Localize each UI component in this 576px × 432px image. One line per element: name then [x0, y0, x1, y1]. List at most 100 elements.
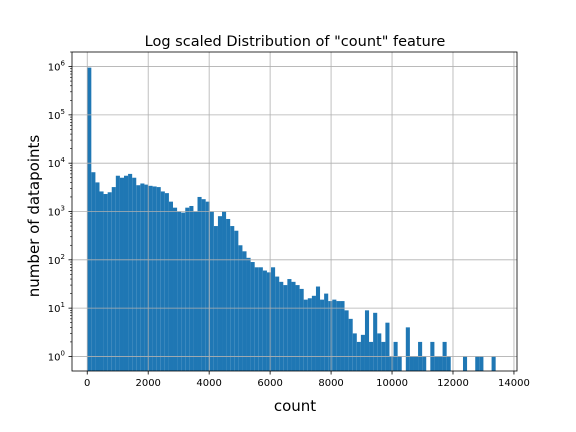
histogram-bar	[242, 251, 247, 371]
histogram-bar	[193, 211, 198, 371]
histogram-bar	[160, 191, 165, 371]
histogram-bar	[409, 356, 414, 371]
histogram-bar	[144, 184, 149, 371]
histogram-bar	[446, 356, 451, 371]
histogram-bar	[124, 175, 129, 371]
histogram-bar	[128, 173, 133, 371]
histogram-bar	[324, 293, 329, 371]
x-tick-label: 14000	[498, 378, 530, 389]
chart-title: Log scaled Distribution of "count" featu…	[145, 34, 446, 50]
histogram-bar	[152, 186, 157, 371]
y-tick-label: 100	[48, 349, 65, 363]
y-ticks: 100 101 102 103 104 105 106	[48, 51, 72, 363]
histogram-bar	[181, 212, 186, 371]
histogram-bar	[344, 310, 349, 371]
histogram-bar	[397, 356, 402, 371]
y-tick-label: 106	[48, 60, 66, 74]
x-tick-label: 6000	[257, 378, 282, 389]
histogram-bar	[246, 257, 251, 371]
x-ticks: 0 2000 4000 6000 8000 10000 12000 14000	[84, 371, 530, 389]
histogram-bar	[328, 301, 333, 371]
histogram-bar	[99, 191, 104, 371]
histogram-bar	[279, 281, 284, 371]
histogram-bar	[119, 177, 124, 371]
histogram-bar	[475, 356, 480, 371]
histogram-bar	[205, 201, 210, 371]
histogram-bar	[287, 279, 292, 371]
histogram-bar	[132, 177, 137, 371]
x-tick-label: 12000	[437, 378, 469, 389]
histogram-bar	[189, 205, 194, 371]
x-tick-label: 2000	[135, 378, 160, 389]
histogram-bar	[164, 193, 169, 371]
histogram-bar	[103, 194, 108, 371]
histogram-bar	[360, 334, 365, 371]
axes	[71, 51, 518, 372]
histogram-bar	[107, 192, 112, 371]
histogram-bar	[91, 172, 96, 371]
histogram-bar	[222, 211, 227, 371]
histogram-bar	[177, 211, 182, 371]
histogram-bar	[303, 299, 308, 371]
histogram-bar	[275, 276, 280, 371]
x-tick-label: 10000	[376, 378, 408, 389]
histogram-bar	[95, 182, 100, 371]
histogram-bar	[254, 267, 259, 371]
x-axis-label: count	[274, 397, 316, 415]
histogram-bar	[295, 285, 300, 371]
y-axis-label: number of datapoints	[25, 135, 43, 298]
histogram-bar	[250, 262, 255, 371]
histogram-bar	[140, 183, 145, 371]
histogram-bar	[148, 185, 153, 371]
histogram-bar	[307, 298, 312, 371]
histogram-bar	[266, 272, 272, 371]
histogram-bar	[377, 333, 382, 371]
histogram-bar	[422, 356, 427, 371]
histogram-bar	[185, 207, 190, 371]
y-tick-label: 104	[48, 156, 66, 170]
histogram-bar	[87, 67, 92, 372]
histogram-bar	[438, 356, 443, 371]
histogram-bar	[348, 318, 353, 371]
x-tick-label: 4000	[196, 378, 221, 389]
y-tick-label: 103	[48, 205, 65, 219]
histogram-bar	[136, 185, 141, 371]
x-tick-label: 0	[84, 378, 90, 389]
histogram-bar	[217, 216, 223, 371]
histogram-bar	[156, 187, 161, 371]
histogram-bar	[111, 187, 116, 371]
histogram-bar	[434, 356, 439, 371]
histogram-bar	[385, 322, 390, 371]
histogram-bar	[479, 356, 484, 371]
histogram-bar	[336, 301, 341, 371]
histogram-bar	[364, 310, 370, 371]
histogram-bar	[389, 356, 394, 371]
histogram-bar	[462, 356, 468, 371]
histogram-bar	[405, 327, 410, 371]
histogram-bar	[283, 285, 288, 371]
histogram-bar	[209, 211, 214, 371]
histogram-bar	[230, 226, 235, 371]
histogram-bar	[115, 175, 120, 371]
histogram-bar	[315, 286, 321, 371]
y-tick-label: 105	[48, 108, 65, 122]
histogram-bar	[262, 270, 267, 371]
histogram-bar	[271, 267, 276, 371]
histogram-bar	[234, 230, 239, 371]
y-tick-label: 102	[48, 253, 65, 267]
histogram-bar	[332, 299, 337, 371]
histogram-bar	[173, 207, 178, 371]
histogram-bar	[258, 267, 263, 371]
histogram-bar	[311, 295, 316, 371]
histogram-bar	[340, 301, 345, 371]
histogram-bar	[201, 199, 206, 371]
x-tick-label: 8000	[318, 378, 343, 389]
histogram-bar	[320, 299, 325, 371]
histogram-bar	[413, 356, 419, 371]
histogram-bar	[373, 312, 378, 371]
histogram-bar	[291, 281, 296, 371]
histogram-bar	[299, 288, 304, 371]
y-tick-label: 101	[48, 301, 65, 315]
